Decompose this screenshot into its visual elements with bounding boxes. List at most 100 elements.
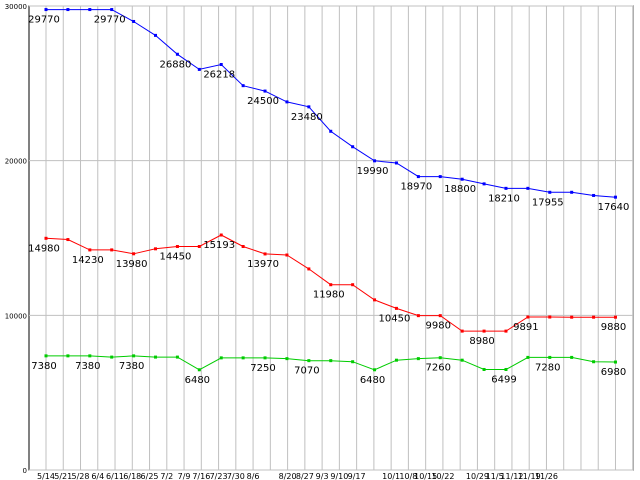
data-label: 18210	[488, 193, 520, 204]
data-point	[241, 245, 245, 249]
data-point	[241, 84, 245, 88]
x-tick-label: 7/30	[227, 472, 245, 480]
x-tick-label: 7/9	[178, 472, 191, 480]
x-tick-label: 10/1	[382, 472, 400, 480]
data-point	[132, 354, 136, 358]
data-point	[394, 161, 398, 165]
data-point	[526, 355, 530, 359]
data-point	[482, 367, 486, 371]
data-point	[263, 356, 267, 360]
data-label: 7380	[75, 361, 100, 372]
data-point	[526, 186, 530, 190]
data-point	[438, 356, 442, 360]
data-point	[44, 354, 48, 358]
data-point	[88, 354, 92, 358]
y-tick-label: 0	[23, 467, 27, 475]
data-point	[307, 359, 311, 363]
data-point	[241, 356, 245, 360]
x-tick-label: 5/21	[54, 472, 72, 480]
data-point	[351, 360, 355, 364]
x-tick-label: 6/25	[141, 472, 159, 480]
data-label: 13970	[247, 259, 279, 270]
data-point	[592, 360, 596, 364]
data-point	[44, 236, 48, 240]
data-label: 7260	[426, 363, 451, 374]
data-point	[329, 359, 333, 363]
data-point	[110, 248, 114, 252]
data-point	[351, 283, 355, 287]
data-point	[460, 329, 464, 333]
data-point	[263, 252, 267, 256]
data-point	[613, 315, 617, 319]
data-point	[263, 89, 267, 93]
data-point	[373, 298, 377, 302]
data-point	[416, 175, 420, 179]
data-point	[175, 52, 179, 56]
x-tick-label: 6/11	[106, 472, 124, 480]
data-label: 26218	[203, 69, 235, 80]
data-label: 9880	[601, 322, 626, 333]
data-point	[504, 186, 508, 190]
data-point	[570, 190, 574, 194]
x-tick-label: 7/2	[160, 472, 173, 480]
data-point	[219, 62, 223, 66]
data-point	[154, 33, 158, 37]
data-label: 15193	[203, 240, 235, 251]
data-point	[526, 315, 530, 319]
x-tick-label: 6/18	[123, 472, 141, 480]
data-point	[592, 315, 596, 319]
x-tick-label: 9/10	[330, 472, 348, 480]
data-point	[373, 368, 377, 372]
x-tick-label: 11/5	[486, 472, 504, 480]
data-point	[416, 357, 420, 361]
data-label: 10450	[379, 313, 411, 324]
data-label: 7380	[119, 361, 144, 372]
x-tick-label: 9/3	[316, 472, 329, 480]
data-point	[44, 8, 48, 12]
data-point	[132, 19, 136, 23]
x-tick-label: 10/29	[466, 472, 489, 480]
data-label: 7280	[535, 362, 560, 373]
data-label: 17955	[532, 197, 564, 208]
data-point	[504, 367, 508, 371]
data-point	[154, 247, 158, 251]
data-point	[613, 195, 617, 199]
x-tick-label: 8/6	[247, 472, 260, 480]
data-point	[570, 315, 574, 319]
data-label: 6480	[360, 375, 385, 386]
data-label: 7250	[250, 363, 275, 374]
data-point	[66, 238, 70, 242]
x-tick-label: 7/23	[210, 472, 228, 480]
data-point	[592, 193, 596, 197]
data-label: 14230	[72, 255, 104, 266]
data-label: 14450	[160, 252, 192, 263]
data-point	[460, 177, 464, 181]
data-label: 17640	[598, 202, 630, 213]
data-point	[394, 306, 398, 310]
data-label: 9980	[426, 321, 451, 332]
data-point	[613, 360, 617, 364]
data-label: 29770	[28, 15, 60, 26]
plot-frame	[28, 5, 634, 471]
data-label: 7380	[31, 361, 56, 372]
x-tick-label: 11/19	[518, 472, 541, 480]
data-point	[285, 253, 289, 257]
x-tick-label: 8/20	[279, 472, 297, 480]
data-point	[175, 355, 179, 359]
x-tick-label: 11/12	[500, 472, 523, 480]
data-label: 9891	[513, 322, 538, 333]
data-point	[570, 355, 574, 359]
x-tick-label: 5/28	[72, 472, 90, 480]
data-point	[416, 314, 420, 318]
data-point	[110, 355, 114, 359]
data-point	[66, 8, 70, 12]
x-tick-label: 8/27	[296, 472, 314, 480]
data-point	[548, 190, 552, 194]
data-point	[66, 354, 70, 358]
data-label: 29770	[94, 15, 126, 26]
data-point	[373, 159, 377, 163]
data-point	[88, 248, 92, 252]
data-point	[329, 283, 333, 287]
data-point	[438, 314, 442, 318]
